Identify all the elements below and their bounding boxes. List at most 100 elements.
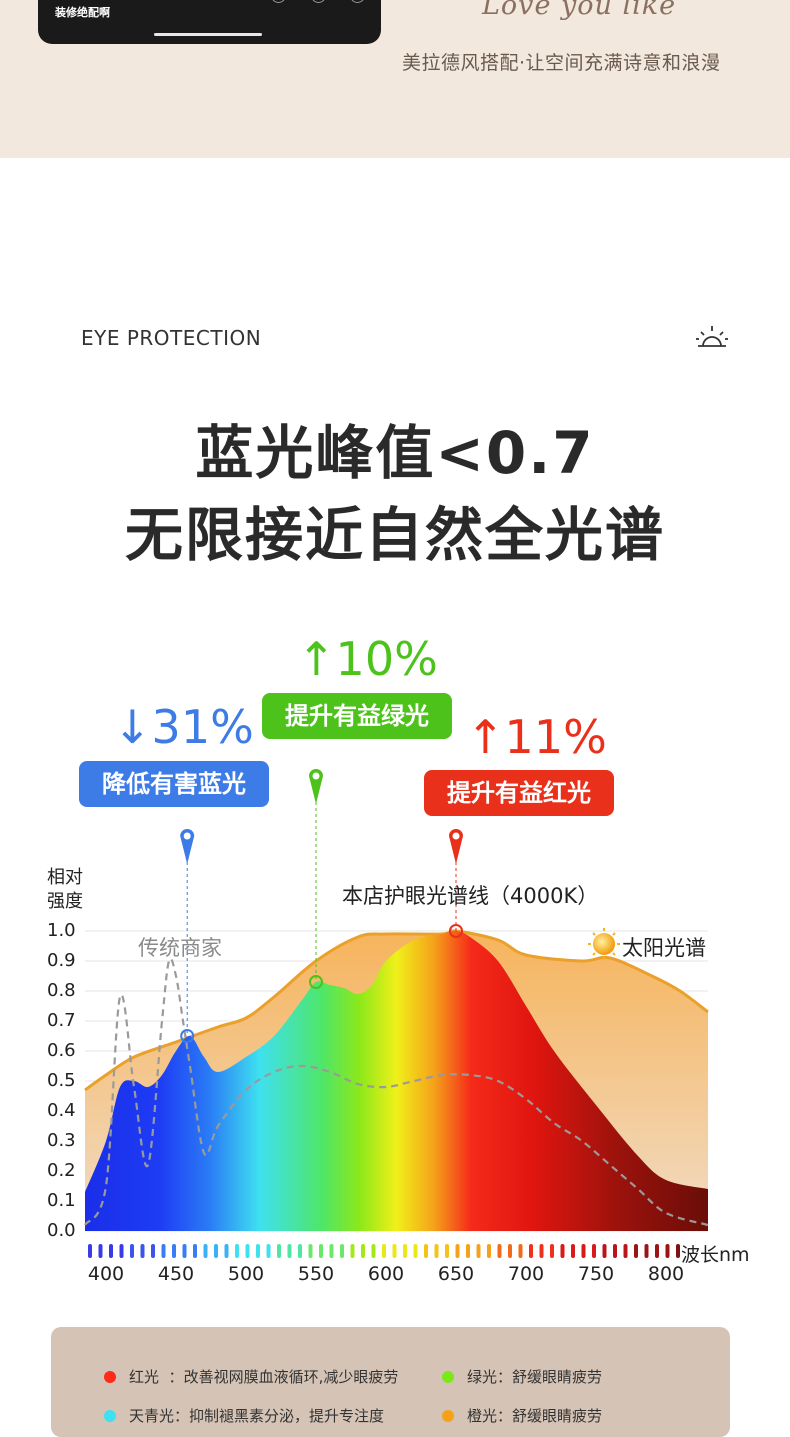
wavelength-tick [571,1244,575,1258]
wavelength-tick [214,1244,218,1258]
wavelength-tick [193,1244,197,1258]
wavelength-tick [329,1244,334,1258]
x-tick-label: 500 [227,1263,265,1285]
y-tick-label: 0.5 [47,1070,76,1091]
wavelength-tick [476,1244,481,1258]
marker-pin-icon [449,829,463,864]
red-callout-badge: 提升有益红光 [424,770,614,816]
wavelength-tick [392,1244,397,1258]
wavelength-tick [539,1244,544,1258]
wavelength-tick [256,1244,260,1258]
y-tick-label: 0.9 [47,950,76,971]
wavelength-tick [172,1244,176,1258]
wavelength-tick [119,1244,124,1258]
x-tick-label: 750 [577,1263,615,1285]
wavelength-tick [466,1244,470,1258]
blue-percent: ↓31% [113,700,254,754]
wavelength-tick [350,1244,355,1258]
marker-pin-icon [309,769,323,804]
sunrise-icon [696,326,728,347]
wavelength-tick [487,1244,491,1258]
wavelength-bar [88,1244,680,1258]
red-percent: ↑11% [466,710,607,764]
wavelength-tick [508,1244,512,1258]
wavelength-tick [403,1244,407,1258]
legend-item-red: 红光 ：改善视网膜血液循环,减少眼疲劳 [129,1368,399,1386]
wavelength-tick [434,1244,439,1258]
y-axis-label: 相对 强度 [47,867,83,912]
wavelength-tick [235,1244,239,1258]
wavelength-tick [634,1244,638,1258]
y-tick-label: 0.3 [47,1130,76,1151]
wavelength-tick [140,1244,145,1258]
traditional-spectrum-line [84,957,709,1227]
y-tick-label: 0.8 [47,980,76,1001]
wavelength-tick [151,1244,155,1258]
wavelength-tick [277,1244,281,1258]
store-spectrum-area [85,930,708,1231]
wavelength-tick [371,1244,376,1258]
headline-line-1: 蓝光峰值<0.7 [195,419,595,487]
y-tick-label: 0.6 [47,1040,76,1061]
wavelength-tick [130,1244,134,1258]
wavelength-tick [644,1244,649,1258]
wavelength-tick [581,1244,586,1258]
wavelength-tick [224,1244,229,1258]
spectrum-chart [84,769,709,1258]
wavelength-tick [266,1244,271,1258]
wavelength-tick [529,1244,533,1258]
wavelength-tick [592,1244,596,1258]
marker-point [309,975,323,989]
wavelength-tick [308,1244,313,1258]
wavelength-tick [445,1244,449,1258]
wavelength-tick [298,1244,302,1258]
wavelength-tick [455,1244,460,1258]
x-tick-label: 800 [647,1263,685,1285]
legend-item-orange: 橙光：舒缓眼睛疲劳 [467,1407,603,1425]
y-tick-label: 0.1 [47,1190,76,1211]
x-tick-label: 550 [297,1263,335,1285]
marker-point [449,924,463,938]
x-tick-label: 600 [367,1263,405,1285]
x-tick-label: 400 [87,1263,125,1285]
wavelength-tick [98,1244,103,1258]
wavelength-tick [518,1244,523,1258]
top-banner: 装修绝配啊 Love you like 美拉德风搭配·让空间充满诗意和浪漫 [0,0,790,158]
script-title: Love you like [482,0,677,21]
wavelength-tick [361,1244,365,1258]
marker-pin-hole [183,832,191,840]
wavelength-tick [602,1244,607,1258]
wavelength-tick [382,1244,386,1258]
legend-dot-red [104,1371,116,1383]
y-tick-label: 0.7 [47,1010,76,1031]
x-tick-label: 650 [437,1263,475,1285]
wavelength-tick [613,1244,617,1258]
phone-caption: 装修绝配啊 [55,6,110,19]
marker-pin-hole [312,772,320,780]
wavelength-tick [665,1244,670,1258]
peak-markers [180,769,463,1043]
y-tick-label: 0.0 [47,1220,76,1241]
wavelength-tick [109,1244,113,1258]
wavelength-tick [676,1244,680,1258]
wavelength-tick [413,1244,418,1258]
legend-dot-cyan [104,1410,116,1422]
section-eyebrow: EYE PROTECTION [81,326,262,350]
legend-dot-orange [442,1410,454,1422]
wavelength-tick [161,1244,166,1258]
wavelength-tick [203,1244,208,1258]
x-tick-label: 450 [157,1263,195,1285]
sun-spectrum-line [84,929,709,1092]
wavelength-tick [550,1244,554,1258]
wavelength-tick [560,1244,565,1258]
wavelength-tick [497,1244,502,1258]
marker-point [180,1029,195,1043]
wavelength-tick [340,1244,344,1258]
wavelength-tick [287,1244,292,1258]
wavelength-tick [424,1244,428,1258]
tagline: 美拉德风搭配·让空间充满诗意和浪漫 [402,52,721,74]
wavelength-tick [182,1244,187,1258]
home-indicator [154,33,262,36]
green-percent: ↑10% [297,632,438,686]
legend-panel: 红光 ：改善视网膜血液循环,减少眼疲劳 绿光：舒缓眼睛疲劳 天青光：抑制褪黑素分… [51,1327,730,1437]
